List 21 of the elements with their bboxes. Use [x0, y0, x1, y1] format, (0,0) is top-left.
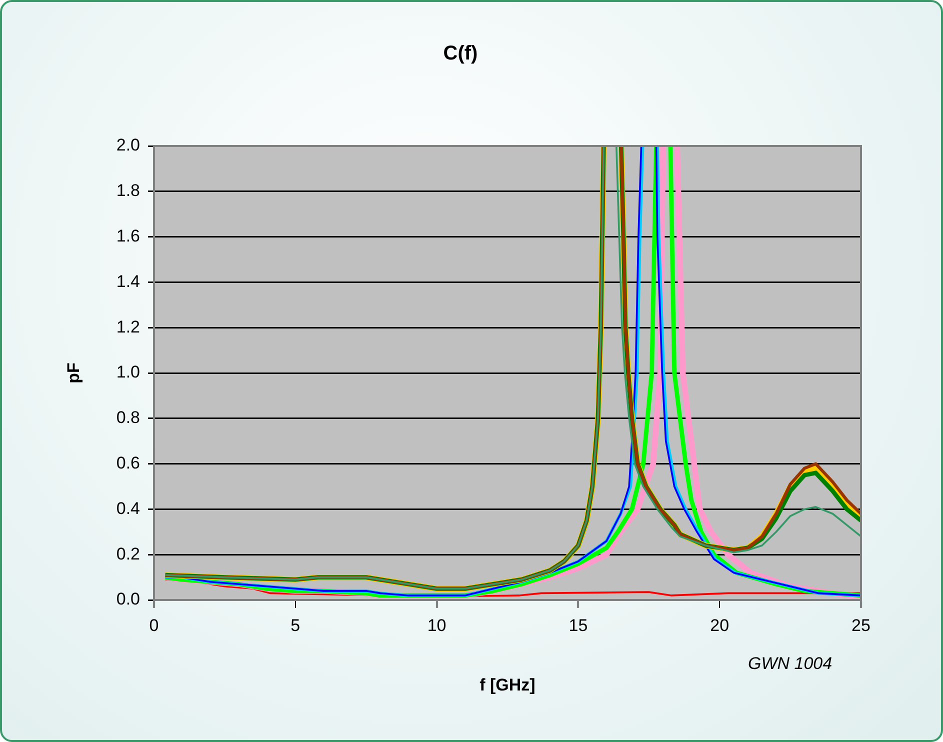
text: GWN 1004: [748, 654, 832, 674]
y-tick-label: 1.2: [116, 317, 140, 336]
x-tick-label: 0: [149, 616, 159, 635]
y-tick-label: 1.0: [116, 362, 140, 382]
y-tick-label: 1.6: [116, 226, 140, 246]
x-tick-label: 5: [290, 616, 300, 635]
y-tick-label: 1.4: [116, 272, 140, 291]
x-tick-label: 15: [568, 616, 588, 635]
chart-title: C(f): [443, 42, 478, 65]
y-tick-label: 2.0: [116, 136, 140, 155]
x-tick-label: 10: [427, 616, 446, 635]
y-axis-title: pF: [64, 362, 83, 384]
x-tick-label: 20: [710, 616, 730, 635]
x-tick-label: 25: [852, 616, 870, 635]
y-tick-label: 1.8: [116, 181, 140, 200]
y-tick-label: 0.0: [116, 590, 140, 609]
x-axis-title: f [GHz]: [480, 675, 536, 694]
y-tick-label: 0.4: [116, 498, 140, 518]
y-tick-label: 0.6: [116, 453, 140, 472]
y-tick-label: 0.2: [116, 544, 140, 564]
y-tick-label: 0.8: [116, 408, 140, 428]
